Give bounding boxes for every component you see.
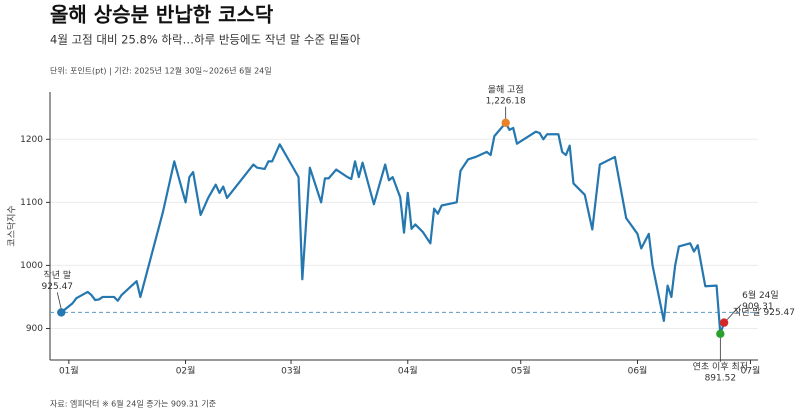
annotation-text: 6월 24일 [742, 289, 779, 301]
y-tick-label: 1200 [20, 135, 43, 145]
annotation-dot [501, 118, 510, 127]
annotation-text: 작년 말 [43, 269, 71, 281]
x-tick-label: 05월 [511, 365, 531, 377]
y-axis-label: 코스닥지수 [7, 205, 18, 246]
x-tick-label: 06월 [628, 365, 648, 377]
annotation-dot [57, 308, 66, 317]
annotation-leader [56, 292, 62, 310]
chart-note: 단위: 포인트(pt) | 기간: 2025년 12월 30일~2026년 6월… [50, 66, 272, 76]
x-tick-label: 07월 [741, 365, 761, 377]
annotation-dot [719, 318, 729, 327]
annotation-value: 891.52 [705, 373, 737, 383]
reference-label: 작년 말 925.47 [733, 306, 795, 318]
chart-title: 올해 상승분 반납한 코스닥 [50, 3, 274, 27]
annotation-leader [726, 304, 742, 320]
chart-subtitle: 4월 고점 대비 25.8% 하락…하루 반등에도 작년 말 수준 밑돌아 [50, 33, 361, 47]
x-tick-label: 04월 [398, 365, 418, 377]
chart-source: 자료: 엠피닥터 ※ 6월 24일 종가는 909.31 기준 [50, 399, 216, 409]
y-tick-label: 1100 [20, 198, 43, 208]
annotation-value: 909.31 [742, 302, 774, 312]
x-tick-label: 02월 [176, 365, 196, 377]
line-series [60, 121, 726, 335]
annotation-text: 올해 고점 [488, 83, 524, 95]
y-tick-label: 900 [26, 324, 43, 334]
annotation-value: 925.47 [42, 282, 74, 292]
x-tick-label: 01월 [59, 365, 79, 377]
x-tick-label: 03월 [281, 365, 301, 377]
annotation-value: 1,226.18 [486, 96, 526, 106]
annotation-text: 연초 이후 최저 [693, 361, 748, 372]
annotation-dot [716, 329, 725, 339]
y-tick-label: 1000 [20, 261, 43, 271]
